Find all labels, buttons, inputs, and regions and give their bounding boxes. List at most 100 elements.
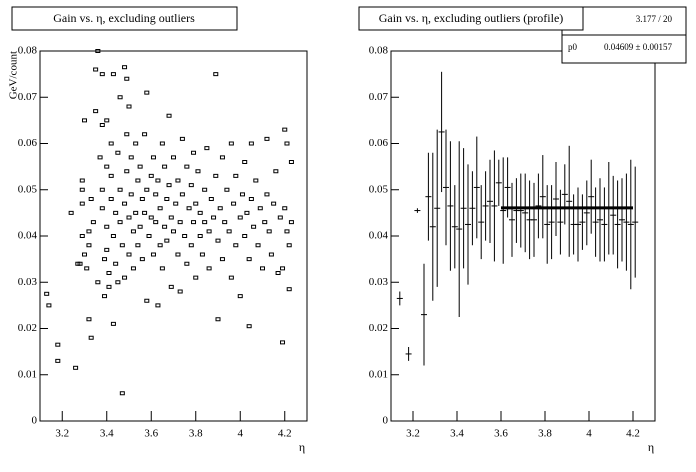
point bbox=[88, 335, 94, 340]
point bbox=[82, 118, 87, 123]
point bbox=[95, 280, 101, 285]
error-point bbox=[614, 180, 621, 269]
point bbox=[264, 192, 270, 197]
point bbox=[204, 146, 210, 151]
point bbox=[228, 141, 234, 146]
point bbox=[219, 257, 225, 262]
point bbox=[55, 358, 61, 363]
y-tick-label: 0.06 bbox=[369, 137, 389, 149]
point bbox=[126, 215, 132, 220]
x-axis-label: η bbox=[299, 440, 305, 454]
error-point bbox=[469, 171, 476, 246]
error-point bbox=[438, 71, 445, 193]
point bbox=[77, 261, 83, 266]
point bbox=[115, 280, 121, 285]
point bbox=[197, 210, 203, 215]
point bbox=[79, 187, 85, 192]
point bbox=[142, 210, 148, 215]
error-point bbox=[482, 171, 489, 241]
error-point bbox=[579, 194, 586, 250]
point bbox=[182, 234, 188, 238]
point bbox=[162, 164, 168, 169]
point bbox=[137, 164, 143, 169]
point bbox=[104, 247, 110, 252]
point bbox=[157, 206, 163, 211]
point bbox=[133, 141, 139, 146]
point bbox=[55, 342, 61, 347]
point bbox=[86, 229, 92, 234]
point bbox=[110, 234, 116, 238]
point bbox=[173, 201, 179, 206]
error-point bbox=[632, 166, 639, 278]
point bbox=[193, 275, 199, 280]
point bbox=[115, 150, 121, 155]
point bbox=[113, 261, 119, 266]
error-point bbox=[517, 173, 524, 248]
point bbox=[104, 224, 110, 229]
point bbox=[228, 275, 234, 280]
point bbox=[286, 287, 292, 292]
point bbox=[177, 220, 183, 225]
point bbox=[193, 201, 199, 206]
x-tick-label: 3.8 bbox=[538, 428, 552, 440]
title-box bbox=[358, 6, 584, 31]
error-point bbox=[557, 189, 564, 255]
point bbox=[142, 132, 148, 137]
point bbox=[266, 229, 272, 234]
point bbox=[217, 206, 223, 211]
point bbox=[195, 169, 201, 174]
point bbox=[184, 164, 190, 169]
point bbox=[95, 49, 101, 53]
point bbox=[206, 266, 212, 271]
y-tick-label: 0.04 bbox=[18, 230, 38, 242]
error-point bbox=[548, 185, 555, 260]
point bbox=[277, 215, 283, 220]
point bbox=[251, 224, 257, 229]
point bbox=[104, 164, 110, 169]
x-tick-label: 3.8 bbox=[189, 428, 203, 440]
point bbox=[171, 155, 176, 160]
point bbox=[79, 201, 85, 206]
point bbox=[124, 132, 130, 137]
point bbox=[150, 252, 156, 257]
error-point bbox=[561, 164, 568, 225]
point bbox=[226, 229, 232, 234]
point bbox=[102, 257, 108, 262]
point bbox=[144, 90, 150, 95]
error-point bbox=[509, 182, 515, 257]
y-tick-label: 0.02 bbox=[18, 322, 37, 334]
point bbox=[110, 72, 116, 77]
point bbox=[117, 220, 123, 225]
point bbox=[239, 192, 245, 197]
point bbox=[284, 229, 290, 234]
point bbox=[191, 150, 197, 155]
y-tick-label: 0.03 bbox=[369, 276, 389, 288]
point bbox=[286, 243, 292, 248]
point bbox=[79, 234, 85, 238]
point bbox=[135, 243, 141, 248]
x-tick-label: 3.4 bbox=[100, 428, 114, 440]
point bbox=[153, 220, 159, 225]
point bbox=[188, 183, 194, 188]
point bbox=[288, 220, 294, 225]
y-tick-label: 0 bbox=[32, 415, 38, 427]
y-tick-label: 0.08 bbox=[369, 45, 389, 57]
point bbox=[168, 284, 174, 289]
point bbox=[211, 215, 217, 220]
error-point bbox=[456, 141, 463, 317]
point bbox=[46, 303, 52, 308]
y-tick-label: 0.01 bbox=[18, 368, 37, 380]
error-point bbox=[396, 291, 403, 306]
point bbox=[133, 210, 139, 215]
point bbox=[117, 187, 123, 192]
point bbox=[237, 215, 243, 220]
point bbox=[90, 220, 96, 225]
point bbox=[282, 206, 288, 211]
x-tick-label: 4.2 bbox=[626, 428, 640, 440]
point bbox=[108, 141, 114, 146]
point bbox=[273, 169, 279, 174]
point bbox=[137, 224, 143, 229]
point bbox=[130, 229, 136, 234]
point bbox=[191, 220, 197, 225]
error-point bbox=[421, 263, 427, 366]
